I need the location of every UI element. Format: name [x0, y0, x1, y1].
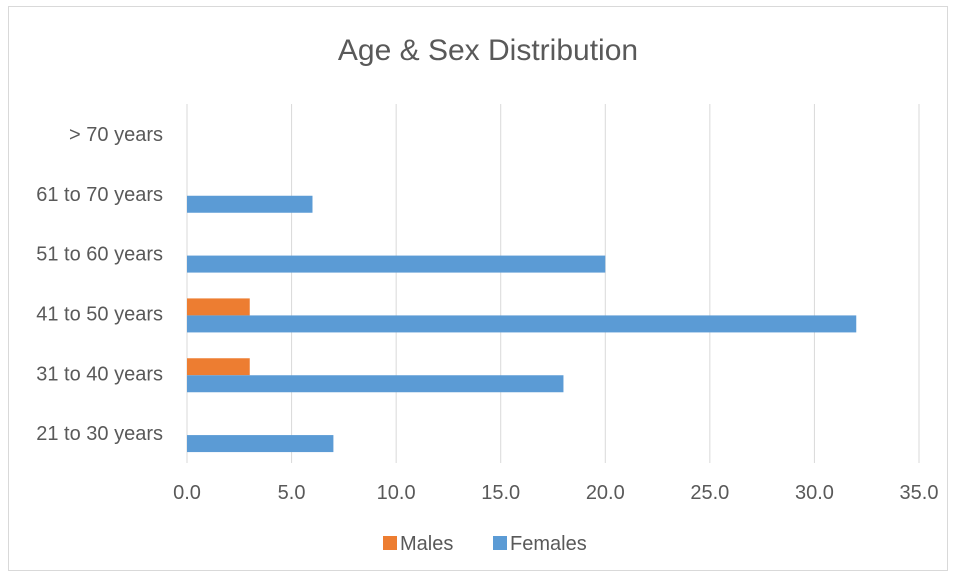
chart-container [8, 6, 948, 571]
x-tick-label: 0.0 [173, 482, 201, 504]
legend-label-females: Females [510, 533, 587, 555]
legend-swatch-males [383, 536, 397, 550]
chart-title: Age & Sex Distribution [338, 34, 638, 67]
category-label: 21 to 30 years [36, 423, 163, 445]
x-tick-label: 5.0 [278, 482, 306, 504]
x-tick-label: 20.0 [586, 482, 625, 504]
x-tick-label: 25.0 [690, 482, 729, 504]
category-label: > 70 years [69, 124, 163, 146]
bar-males [187, 298, 250, 316]
legend-label-males: Males [400, 533, 453, 555]
x-tick-label: 15.0 [481, 482, 520, 504]
legend: Males Females [383, 533, 587, 555]
bar-females [187, 375, 564, 393]
x-tick-label: 35.0 [900, 482, 939, 504]
gridlines [186, 104, 920, 463]
category-label: 31 to 40 years [36, 363, 163, 385]
bar-males [187, 358, 250, 376]
category-label: 61 to 70 years [36, 184, 163, 206]
x-tick-labels: 0.0 5.0 10.0 15.0 20.0 25.0 30.0 35.0 [173, 482, 938, 504]
bar-females [187, 315, 857, 333]
category-label: 41 to 50 years [36, 303, 163, 325]
x-tick-label: 10.0 [377, 482, 416, 504]
bar-females [187, 435, 334, 453]
bar-females [187, 195, 313, 213]
bar-females [187, 255, 606, 273]
legend-swatch-females [493, 536, 507, 550]
x-tick-label: 30.0 [795, 482, 834, 504]
bars [187, 195, 857, 453]
category-labels: 21 to 30 years 31 to 40 years 41 to 50 yea… [36, 124, 163, 445]
category-label: 51 to 60 years [36, 244, 163, 266]
